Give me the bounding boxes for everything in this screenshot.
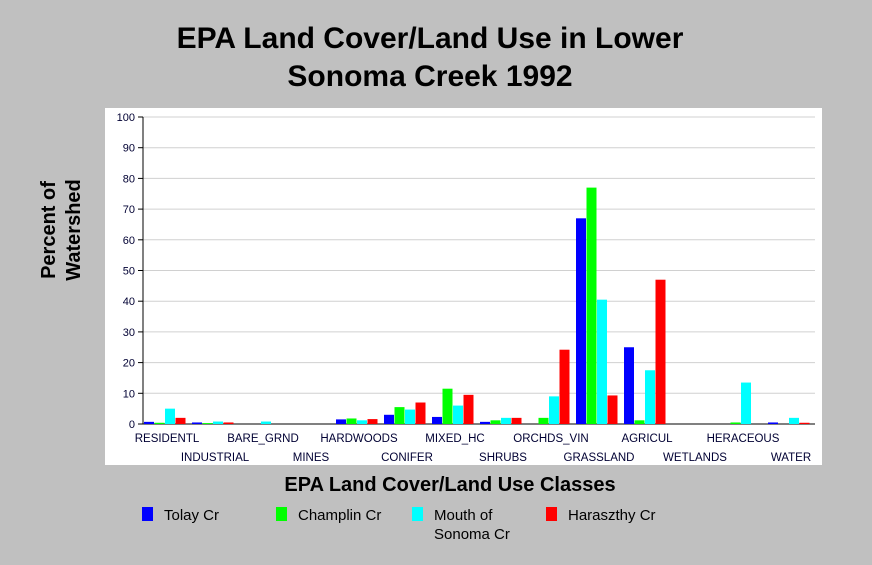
chart-title: EPA Land Cover/Land Use in Lower Sonoma … xyxy=(80,20,780,96)
bar-tolay-cr-grassland xyxy=(576,218,586,424)
bar-haraszthy-cr-orchds-vin xyxy=(559,349,570,424)
bar-haraszthy-cr-industrial xyxy=(223,422,234,424)
bar-champlin-cr-shrubs xyxy=(490,420,501,424)
bar-tolay-cr-conifer xyxy=(384,414,394,424)
x-tick-label: RESIDENTL xyxy=(135,433,200,445)
chart-title-line1: EPA Land Cover/Land Use in Lower xyxy=(176,22,684,55)
legend-label-haraszthy: Haraszthy Cr xyxy=(568,507,656,524)
bar-champlin-cr-conifer xyxy=(394,407,405,424)
bar-mouth-of-sonoma-cr-bare-grnd xyxy=(261,421,271,424)
bar-mouth-of-sonoma-cr-industrial xyxy=(213,421,223,424)
x-tick-label: AGRICUL xyxy=(621,433,673,445)
x-tick-label: MINES xyxy=(293,452,330,464)
bar-champlin-cr-orchds-vin xyxy=(538,417,549,424)
bar-mouth-of-sonoma-cr-mixed-hc xyxy=(453,405,463,424)
bar-tolay-cr-industrial xyxy=(192,422,202,424)
x-tick-label: SHRUBS xyxy=(479,452,527,464)
bar-tolay-cr-water xyxy=(768,422,778,424)
bar-mouth-of-sonoma-cr-orchds-vin xyxy=(549,396,559,424)
bar-mouth-of-sonoma-cr-heraceous xyxy=(741,382,751,424)
x-tick-label: WETLANDS xyxy=(663,452,727,464)
bar-haraszthy-cr-water xyxy=(799,422,810,424)
y-tick-label: 70 xyxy=(123,204,135,216)
y-tick-label: 10 xyxy=(123,388,135,400)
x-tick-label: BARE_GRND xyxy=(227,433,299,445)
legend-label-mouth-line2: Sonoma Cr xyxy=(434,526,510,543)
y-tick-label: 100 xyxy=(117,112,135,124)
bar-champlin-cr-mixed-hc xyxy=(442,388,453,424)
bar-haraszthy-cr-mixed-hc xyxy=(463,394,474,424)
bar-mouth-of-sonoma-cr-agricul xyxy=(645,370,655,424)
x-tick-label: MIXED_HC xyxy=(425,433,484,445)
legend-swatch-champlin xyxy=(276,507,287,521)
bar-champlin-cr-agricul xyxy=(634,420,645,424)
x-tick-label: ORCHDS_VIN xyxy=(513,433,588,445)
x-tick-label: HARDWOODS xyxy=(320,433,398,445)
bar-tolay-cr-mixed-hc xyxy=(432,416,442,424)
bar-haraszthy-cr-conifer xyxy=(415,402,426,424)
bar-champlin-cr-hardwoods xyxy=(346,418,357,424)
bar-tolay-cr-shrubs xyxy=(480,421,490,424)
y-tick-label: 0 xyxy=(129,419,135,431)
bar-haraszthy-cr-hardwoods xyxy=(367,419,378,424)
y-tick-label: 60 xyxy=(123,235,135,247)
y-tick-label: 40 xyxy=(123,296,135,308)
legend-swatch-haraszthy xyxy=(546,507,557,521)
bar-champlin-cr-industrial xyxy=(202,423,213,424)
y-tick-label: 30 xyxy=(123,327,135,339)
legend-label-tolay: Tolay Cr xyxy=(164,507,220,524)
y-tick-label: 90 xyxy=(123,143,135,155)
chart-title-line2: Sonoma Creek 1992 xyxy=(287,60,573,93)
x-tick-label: CONIFER xyxy=(381,452,433,464)
bar-tolay-cr-agricul xyxy=(624,347,634,424)
x-tick-label: GRASSLAND xyxy=(564,452,635,464)
bar-haraszthy-cr-shrubs xyxy=(511,417,522,424)
bar-champlin-cr-residentl xyxy=(154,422,165,424)
x-axis-label: EPA Land Cover/Land Use Classes xyxy=(284,474,616,496)
bar-tolay-cr-residentl xyxy=(144,421,154,424)
bar-mouth-of-sonoma-cr-residentl xyxy=(165,408,175,424)
y-tick-label: 20 xyxy=(123,358,135,370)
bar-mouth-of-sonoma-cr-hardwoods xyxy=(357,420,367,424)
bar-champlin-cr-heraceous xyxy=(730,422,741,424)
bar-champlin-cr-grassland xyxy=(586,187,597,424)
legend-label-champlin: Champlin Cr xyxy=(298,507,382,524)
bar-haraszthy-cr-residentl xyxy=(175,417,186,424)
x-tick-label: WATER xyxy=(771,452,811,464)
bar-mouth-of-sonoma-cr-water xyxy=(789,417,799,424)
legend-label-mouth-line1: Mouth of xyxy=(434,507,493,524)
bar-haraszthy-cr-grassland xyxy=(607,395,618,424)
bar-tolay-cr-hardwoods xyxy=(336,419,346,424)
bar-mouth-of-sonoma-cr-shrubs xyxy=(501,417,511,424)
bar-mouth-of-sonoma-cr-grassland xyxy=(597,299,607,424)
x-tick-label: HERACEOUS xyxy=(707,433,780,445)
bar-mouth-of-sonoma-cr-conifer xyxy=(405,409,415,424)
legend-swatch-tolay xyxy=(142,507,153,521)
bar-haraszthy-cr-agricul xyxy=(655,279,666,424)
x-tick-label: INDUSTRIAL xyxy=(181,452,250,464)
y-tick-label: 50 xyxy=(123,266,135,278)
legend-swatch-mouth xyxy=(412,507,423,521)
y-tick-label: 80 xyxy=(123,173,135,185)
